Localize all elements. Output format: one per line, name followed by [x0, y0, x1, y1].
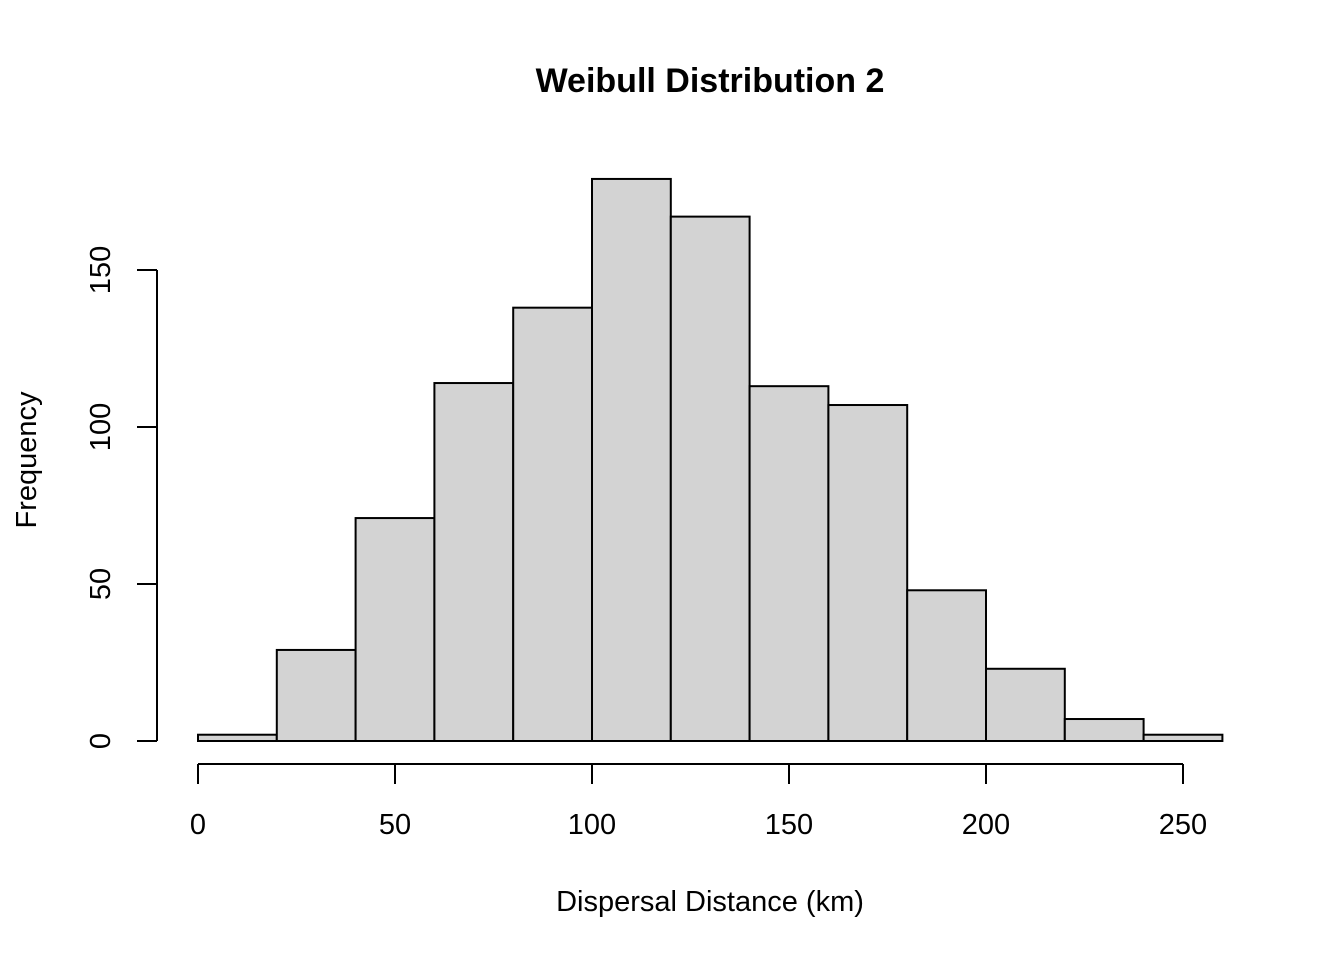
- x-tick-label: 200: [962, 809, 1010, 841]
- histogram-bar: [906, 589, 988, 743]
- histogram-bar: [275, 648, 357, 742]
- histogram-bar: [748, 385, 830, 742]
- histogram-bar: [1063, 718, 1145, 743]
- y-tick-label: 150: [85, 246, 117, 294]
- x-axis-label: Dispersal Distance (km): [556, 886, 864, 918]
- bars-group: [197, 177, 1224, 743]
- histogram-bar: [354, 517, 436, 742]
- y-tick-label: 50: [85, 568, 117, 600]
- x-tick-label: 150: [765, 809, 813, 841]
- x-axis: 0 50 100 150 200 250: [190, 763, 1207, 841]
- x-tick-label: 50: [379, 809, 411, 841]
- histogram-bar: [827, 404, 909, 742]
- histogram-bar: [1142, 733, 1224, 742]
- histogram-bar: [197, 733, 278, 742]
- histogram-bar: [669, 215, 751, 742]
- histogram-bar: [433, 382, 515, 742]
- histogram-bar: [591, 177, 672, 742]
- y-tick-label: 100: [85, 403, 117, 451]
- histogram-bar: [512, 306, 594, 742]
- x-tick-label: 100: [568, 809, 616, 841]
- x-tick-label: 250: [1159, 809, 1207, 841]
- y-axis-label: Frequency: [11, 391, 43, 529]
- y-tick-label: 0: [85, 733, 117, 749]
- y-axis: 0 50 100 150: [85, 246, 158, 749]
- histogram-bar: [985, 667, 1066, 743]
- x-tick-label: 0: [190, 809, 206, 841]
- chart-title: Weibull Distribution 2: [536, 62, 885, 100]
